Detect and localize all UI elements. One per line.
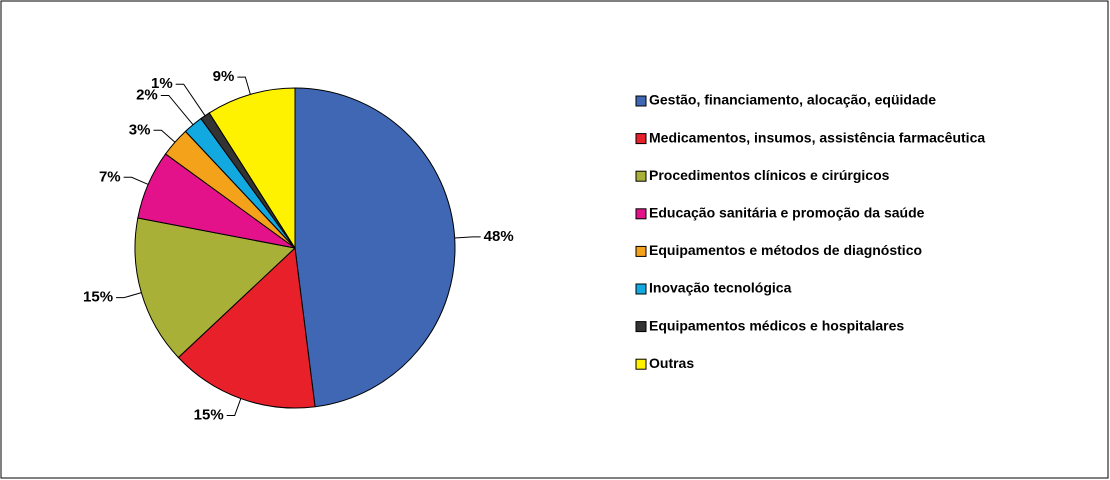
legend-label: Medicamentos, insumos, assistência farma… <box>649 129 985 145</box>
leader-line <box>454 236 481 239</box>
leader-line <box>116 292 142 299</box>
leader-line <box>175 83 206 116</box>
data-label: 15% <box>194 406 224 423</box>
legend-swatch <box>635 208 647 220</box>
legend-swatch <box>635 95 647 107</box>
legend-swatch <box>635 133 647 145</box>
legend-swatch <box>635 321 647 333</box>
leader-line <box>160 94 194 126</box>
leader-line <box>237 76 251 95</box>
data-label: 1% <box>151 75 173 92</box>
legend-label: Gestão, financiamento, alocação, eqüidad… <box>649 92 936 108</box>
legend-label: Inovação tecnológica <box>649 280 792 296</box>
legend-swatch <box>635 170 647 182</box>
pie-slice <box>134 217 297 359</box>
legend-swatch <box>635 283 647 295</box>
data-label: 3% <box>129 121 151 138</box>
leader-line <box>123 176 149 185</box>
legend-label: Equipamentos médicos e hospitalares <box>649 317 904 333</box>
legend-label: Procedimentos clínicos e cirúrgicos <box>649 167 890 183</box>
data-label: 9% <box>213 68 235 85</box>
pie-slice <box>208 87 296 250</box>
data-label: 2% <box>136 86 158 103</box>
legend-label: Educação sanitária e promoção da saúde <box>649 205 925 221</box>
pie-slice <box>294 87 456 408</box>
data-label: 7% <box>99 168 121 185</box>
legend-label: Outras <box>649 355 694 371</box>
leader-line <box>153 129 176 143</box>
data-label: 48% <box>484 228 514 245</box>
legend-swatch <box>635 358 647 370</box>
data-label: 15% <box>83 289 113 306</box>
pie-slice <box>177 246 316 409</box>
legend-swatch <box>635 245 647 257</box>
legend-label: Equipamentos e métodos de diagnóstico <box>649 242 922 258</box>
leader-line <box>226 398 242 416</box>
